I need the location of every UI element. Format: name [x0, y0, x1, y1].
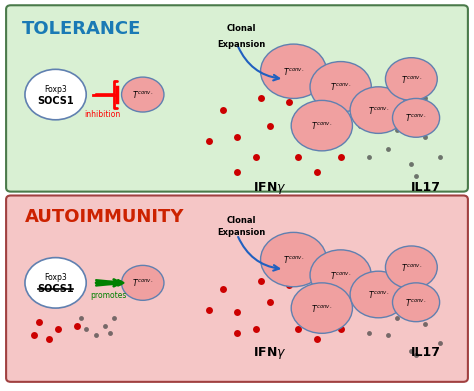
Circle shape: [392, 283, 439, 322]
Text: $T^{conv.}$: $T^{conv.}$: [283, 66, 304, 77]
Text: IFN$\gamma$: IFN$\gamma$: [253, 345, 287, 361]
Text: $T^{conv.}$: $T^{conv.}$: [132, 89, 154, 100]
Text: SOCS1: SOCS1: [37, 96, 74, 106]
Text: Expansion: Expansion: [218, 228, 266, 237]
Circle shape: [291, 283, 353, 333]
Text: $T^{conv.}$: $T^{conv.}$: [401, 262, 422, 273]
Circle shape: [121, 265, 164, 300]
Text: $T^{conv.}$: $T^{conv.}$: [330, 81, 351, 92]
Text: Foxp3: Foxp3: [44, 273, 67, 282]
Circle shape: [261, 232, 327, 287]
Text: Foxp3: Foxp3: [44, 85, 67, 94]
Text: IFN$\gamma$: IFN$\gamma$: [253, 180, 287, 196]
Circle shape: [392, 99, 439, 137]
Text: TOLERANCE: TOLERANCE: [22, 20, 141, 38]
Text: $T^{conv.}$: $T^{conv.}$: [283, 254, 304, 265]
Circle shape: [25, 69, 86, 120]
Text: IL17: IL17: [410, 346, 440, 359]
Text: $T^{conv.}$: $T^{conv.}$: [132, 277, 154, 288]
Circle shape: [350, 271, 407, 318]
Text: SOCS1: SOCS1: [37, 284, 74, 294]
FancyBboxPatch shape: [6, 196, 468, 382]
Circle shape: [121, 77, 164, 112]
Text: $T^{conv.}$: $T^{conv.}$: [401, 74, 422, 84]
Text: $T^{conv.}$: $T^{conv.}$: [330, 269, 351, 281]
Text: $T^{conv.}$: $T^{conv.}$: [368, 289, 389, 300]
Circle shape: [385, 58, 438, 100]
Text: Expansion: Expansion: [218, 39, 266, 48]
Text: $T^{conv.}$: $T^{conv.}$: [405, 297, 427, 308]
Text: AUTOIMMUNITY: AUTOIMMUNITY: [25, 208, 185, 226]
Text: $T^{conv.}$: $T^{conv.}$: [368, 104, 389, 116]
Circle shape: [291, 100, 353, 151]
Circle shape: [310, 250, 371, 300]
Text: inhibition: inhibition: [84, 110, 121, 119]
Circle shape: [385, 246, 438, 289]
Text: $T^{conv.}$: $T^{conv.}$: [311, 303, 332, 314]
Circle shape: [310, 61, 371, 112]
Text: Clonal: Clonal: [227, 216, 256, 225]
Text: Clonal: Clonal: [227, 24, 256, 33]
Circle shape: [25, 258, 86, 308]
Text: promotes: promotes: [91, 291, 127, 300]
Circle shape: [350, 87, 407, 133]
Text: $T^{conv.}$: $T^{conv.}$: [311, 120, 332, 131]
Text: IL17: IL17: [410, 181, 440, 194]
Circle shape: [261, 44, 327, 99]
Text: $T^{conv.}$: $T^{conv.}$: [405, 112, 427, 123]
FancyBboxPatch shape: [6, 5, 468, 192]
